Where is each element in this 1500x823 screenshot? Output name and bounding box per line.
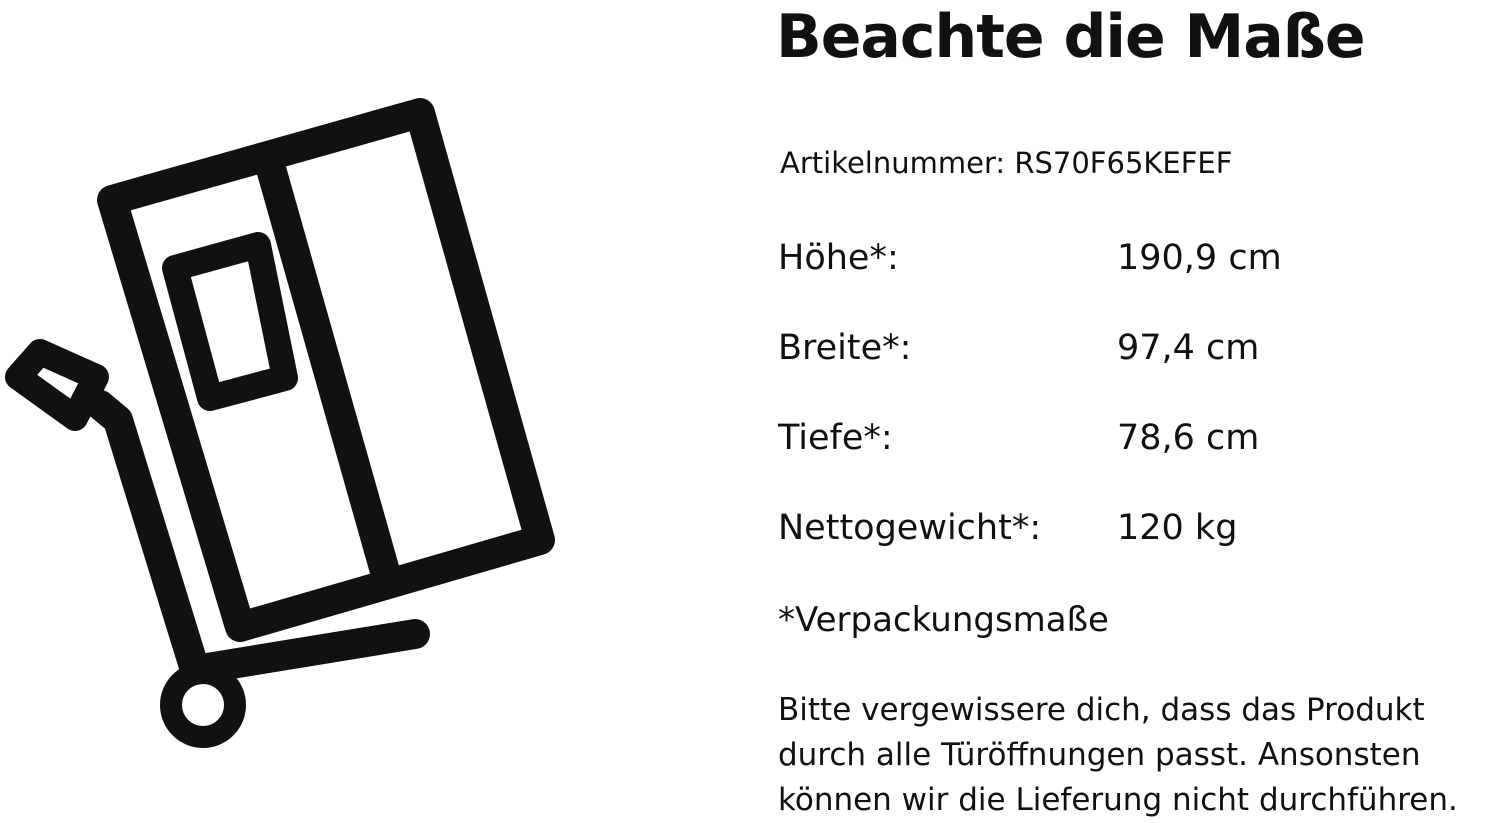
weight-label: Nettogewicht*:: [778, 508, 1042, 548]
article-number: Artikelnummer: RS70F65KEFEF: [780, 146, 1233, 180]
page-title: Beachte die Maße: [776, 2, 1366, 72]
weight-value: 120 kg: [1117, 508, 1238, 548]
height-label: Höhe*:: [778, 238, 899, 278]
dispenser-panel: [162, 232, 298, 411]
footnote: *Verpackungsmaße: [778, 600, 1109, 640]
delivery-notice: Bitte vergewissere dich, dass das Produk…: [778, 692, 1458, 818]
fridge-body: [97, 98, 555, 642]
width-label: Breite*:: [778, 328, 912, 368]
height-value: 190,9 cm: [1117, 238, 1282, 278]
width-value: 97,4 cm: [1117, 328, 1260, 368]
fridge-on-hand-truck-icon: [5, 98, 555, 748]
truck-handle: [5, 339, 109, 431]
truck-frame: [85, 390, 430, 685]
fridge-door-divider: [253, 143, 403, 597]
wheel: [160, 662, 246, 748]
depth-value: 78,6 cm: [1117, 418, 1260, 458]
depth-label: Tiefe*:: [778, 418, 893, 458]
